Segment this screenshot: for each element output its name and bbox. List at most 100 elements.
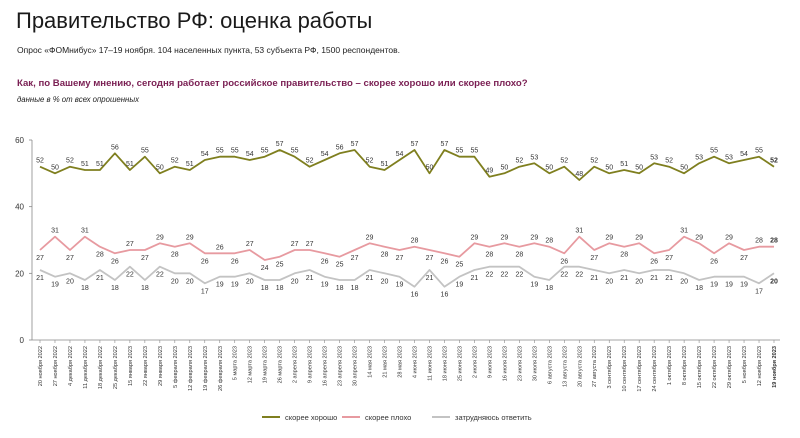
data-label-bad: 26 (231, 258, 239, 265)
x-tick-label: 22 января 2023 (143, 346, 149, 386)
x-tick-label: 19 марта 2023 (263, 346, 269, 383)
data-label-good: 55 (216, 148, 224, 155)
data-note: данные в % от всех опрошенных (17, 95, 139, 104)
data-label-bad: 27 (351, 255, 359, 262)
x-tick-label: 2 июля 2023 (472, 346, 478, 378)
data-label-good: 51 (81, 161, 89, 168)
x-tick-label: 2 апреля 2023 (293, 346, 299, 383)
data-label-hard: 16 (441, 292, 449, 299)
x-tick-label: 24 сентября 2023 (652, 346, 658, 392)
x-tick-label: 9 апреля 2023 (308, 346, 314, 383)
data-label-good: 52 (515, 158, 523, 165)
data-label-bad: 27 (590, 255, 598, 262)
data-label-hard: 19 (51, 282, 59, 289)
x-tick-label: 19 февраля 2023 (203, 346, 209, 391)
data-label-bad: 29 (186, 234, 194, 241)
x-tick-label: 12 ноября 2023 (757, 346, 763, 386)
data-label-hard: 18 (351, 285, 359, 292)
data-label-hard: 19 (231, 282, 239, 289)
data-label-good: 50 (545, 164, 553, 171)
data-label-bad: 27 (141, 255, 149, 262)
data-label-hard: 22 (500, 272, 508, 279)
x-tick-label: 5 марта 2023 (233, 346, 239, 380)
data-label-hard: 20 (66, 278, 74, 285)
data-label-bad: 27 (246, 241, 254, 248)
data-label-hard: 19 (740, 282, 748, 289)
data-label-hard: 22 (156, 272, 164, 279)
data-label-bad: 31 (81, 228, 89, 235)
x-tick-label: 4 декабря 2022 (68, 346, 74, 386)
x-tick-label: 29 октября 2023 (727, 346, 733, 388)
data-label-good: 56 (111, 144, 119, 151)
data-label-bad: 25 (336, 262, 344, 269)
x-tick-label: 8 октября 2023 (682, 346, 688, 385)
x-tick-label: 26 февраля 2023 (218, 346, 224, 391)
series-line-hard (39, 265, 775, 288)
data-label-bad: 26 (560, 258, 568, 265)
y-tick-label: 60 (15, 136, 24, 145)
data-label-hard: 17 (201, 288, 209, 295)
data-label-bad: 28 (96, 252, 104, 259)
data-label-bad: 26 (216, 244, 224, 251)
data-label-hard: 20 (291, 278, 299, 285)
data-label-bad: 29 (156, 234, 164, 241)
data-label-good: 52 (306, 158, 314, 165)
data-label-hard: 21 (96, 275, 104, 282)
data-label-good: 52 (66, 158, 74, 165)
x-tick-label: 20 ноября 2022 (38, 346, 44, 386)
data-label-good: 51 (620, 161, 628, 168)
x-tick-label: 1 октября 2023 (667, 346, 673, 385)
data-label-hard: 21 (620, 275, 628, 282)
data-label-good: 49 (485, 168, 493, 175)
data-label-good: 57 (411, 141, 419, 148)
x-tick-label: 23 июля 2023 (517, 346, 523, 381)
chart-lines (39, 149, 775, 288)
survey-subtitle: Опрос «ФОМнибус» 17–19 ноября. 104 насел… (17, 45, 400, 55)
data-label-hard: 19 (710, 282, 718, 289)
data-label-bad: 28 (411, 238, 419, 245)
data-label-good: 55 (456, 148, 464, 155)
data-label-bad: 27 (306, 241, 314, 248)
y-tick-label: 20 (15, 269, 24, 278)
chart-data-labels: 52 50 52 51 51 56 51 55 50 52 51 54 55 55 54 55 57 55 52 54… (36, 141, 778, 299)
data-label-hard: 22 (575, 272, 583, 279)
x-tick-label: 12 февраля 2023 (188, 346, 194, 391)
data-label-hard: 20 (246, 278, 254, 285)
data-label-hard: 17 (755, 288, 763, 295)
data-label-good: 54 (396, 151, 404, 158)
data-label-bad: 29 (530, 234, 538, 241)
data-label-good: 50 (51, 164, 59, 171)
data-label-bad: 31 (51, 228, 59, 235)
chart-legend: скорее хорошо скорее плохо затрудняюсь отв… (262, 413, 532, 422)
data-label-bad: 28 (770, 238, 778, 245)
x-tick-label: 30 июля 2023 (532, 346, 538, 381)
x-tick-label: 27 ноября 2022 (53, 346, 59, 386)
data-label-hard: 19 (530, 282, 538, 289)
data-label-hard: 19 (725, 282, 733, 289)
x-tick-label: 9 июля 2023 (487, 346, 493, 378)
data-label-hard: 21 (366, 275, 374, 282)
data-label-hard: 18 (276, 285, 284, 292)
data-label-bad: 27 (396, 255, 404, 262)
data-label-bad: 27 (665, 255, 673, 262)
x-tick-label: 18 июня 2023 (442, 346, 448, 381)
data-label-bad: 29 (725, 234, 733, 241)
data-label-good: 53 (530, 154, 538, 161)
x-tick-label: 25 июня 2023 (457, 346, 463, 381)
data-label-hard: 19 (456, 282, 464, 289)
data-label-bad: 31 (575, 228, 583, 235)
data-label-hard: 18 (545, 285, 553, 292)
data-label-hard: 16 (411, 292, 419, 299)
x-axis-labels: 20 ноября 2022 27 ноября 2022 4 декабря 20… (38, 346, 778, 392)
data-label-hard: 20 (770, 278, 778, 285)
x-tick-label: 3 сентября 2023 (607, 346, 613, 389)
data-label-bad: 28 (545, 238, 553, 245)
data-label-hard: 20 (680, 278, 688, 285)
data-label-good: 54 (740, 151, 748, 158)
data-label-hard: 18 (695, 285, 703, 292)
data-label-hard: 22 (560, 272, 568, 279)
page-title: Правительство РФ: оценка работы (16, 8, 373, 33)
data-label-hard: 19 (321, 282, 329, 289)
data-label-good: 55 (755, 148, 763, 155)
